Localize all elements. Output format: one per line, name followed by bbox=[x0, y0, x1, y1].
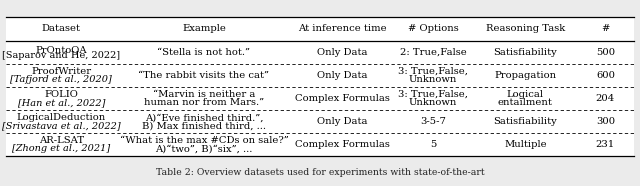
Text: B) Max finished third, ...: B) Max finished third, ... bbox=[142, 121, 266, 130]
Text: Complex Formulas: Complex Formulas bbox=[294, 140, 389, 149]
Text: AR-LSAT: AR-LSAT bbox=[38, 136, 84, 145]
Text: 300: 300 bbox=[596, 117, 615, 126]
Text: 3-5-7: 3-5-7 bbox=[420, 117, 446, 126]
Text: Only Data: Only Data bbox=[317, 71, 367, 80]
Text: ProofWriter: ProofWriter bbox=[31, 67, 92, 76]
Text: 600: 600 bbox=[596, 71, 615, 80]
Text: 3: True,False,: 3: True,False, bbox=[398, 90, 468, 99]
Text: Table 2: Overview datasets used for experiments with state-of-the-art: Table 2: Overview datasets used for expe… bbox=[156, 169, 484, 177]
Text: LogicalDeduction: LogicalDeduction bbox=[17, 113, 106, 122]
Text: “The rabbit visits the cat”: “The rabbit visits the cat” bbox=[138, 71, 269, 80]
Text: 3: True,False,: 3: True,False, bbox=[398, 67, 468, 76]
Text: #: # bbox=[601, 24, 609, 33]
Text: 2: True,False: 2: True,False bbox=[399, 48, 467, 57]
Text: At inference time: At inference time bbox=[298, 24, 387, 33]
Text: 204: 204 bbox=[596, 94, 615, 103]
Text: Multiple: Multiple bbox=[504, 140, 547, 149]
Text: Example: Example bbox=[182, 24, 226, 33]
Text: “Marvin is neither a: “Marvin is neither a bbox=[153, 90, 255, 99]
Text: Logical: Logical bbox=[507, 90, 544, 99]
Text: 231: 231 bbox=[596, 140, 615, 149]
Text: 500: 500 bbox=[596, 48, 615, 57]
Text: Only Data: Only Data bbox=[317, 48, 367, 57]
Text: Propagation: Propagation bbox=[494, 71, 556, 80]
Text: # Options: # Options bbox=[408, 24, 458, 33]
Text: Complex Formulas: Complex Formulas bbox=[294, 94, 389, 103]
Text: 5: 5 bbox=[429, 140, 436, 149]
Text: “Stella is not hot.”: “Stella is not hot.” bbox=[157, 48, 250, 57]
Text: entailment: entailment bbox=[498, 98, 553, 107]
Text: A)“Eve finished third.”,: A)“Eve finished third.”, bbox=[145, 113, 263, 122]
Text: [Saparov and He, 2022]: [Saparov and He, 2022] bbox=[2, 51, 120, 60]
Text: Satisfiability: Satisfiability bbox=[493, 48, 557, 57]
Text: PrOntoQA: PrOntoQA bbox=[35, 45, 87, 54]
Text: [Srivastava et al., 2022]: [Srivastava et al., 2022] bbox=[2, 121, 120, 130]
Text: Unknown: Unknown bbox=[409, 75, 457, 84]
Text: “What is the max #CDs on sale?”: “What is the max #CDs on sale?” bbox=[120, 136, 289, 145]
Text: [Zhong et al., 2021]: [Zhong et al., 2021] bbox=[12, 144, 110, 153]
Text: human nor from Mars.”: human nor from Mars.” bbox=[144, 98, 264, 107]
Text: Unknown: Unknown bbox=[409, 98, 457, 107]
Text: Satisfiability: Satisfiability bbox=[493, 117, 557, 126]
Text: A)“two”, B)“six”, ...: A)“two”, B)“six”, ... bbox=[156, 144, 253, 153]
Text: [Tafjord et al., 2020]: [Tafjord et al., 2020] bbox=[10, 75, 112, 84]
Text: Reasoning Task: Reasoning Task bbox=[486, 24, 565, 33]
Text: Dataset: Dataset bbox=[42, 24, 81, 33]
Text: Only Data: Only Data bbox=[317, 117, 367, 126]
Text: [Han et al., 2022]: [Han et al., 2022] bbox=[17, 98, 105, 107]
Text: FOLIO: FOLIO bbox=[44, 90, 78, 99]
Bar bbox=[6, 17, 634, 156]
